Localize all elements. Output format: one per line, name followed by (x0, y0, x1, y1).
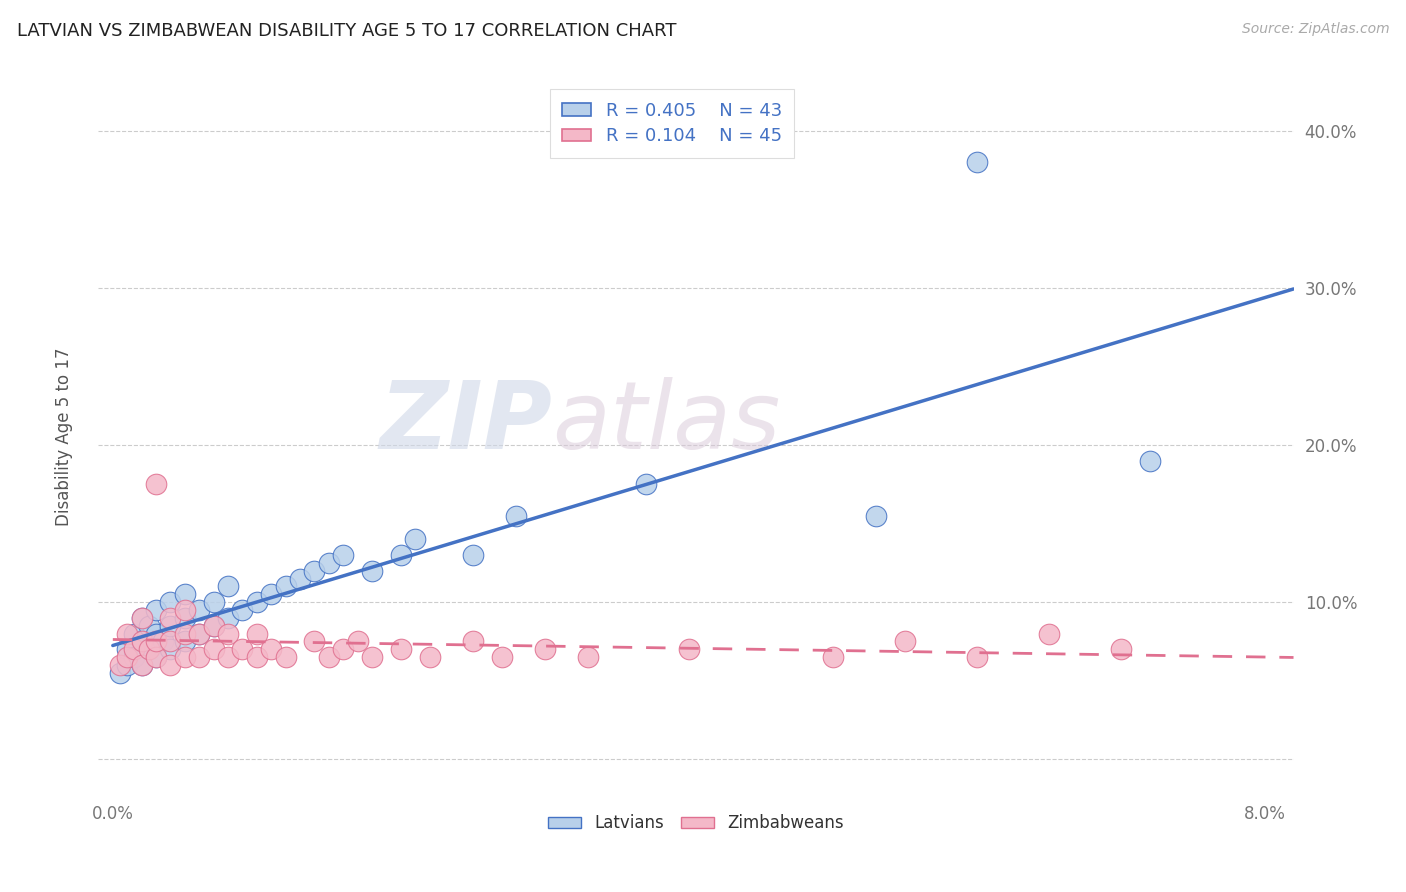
Point (173, 650, 195, 665)
Legend: Latvians, Zimbabweans: Latvians, Zimbabweans (541, 808, 851, 839)
Point (821, 650, 844, 665)
Text: ZIP: ZIP (380, 376, 553, 469)
Point (173, 587, 195, 601)
Point (966, 155, 988, 169)
Point (274, 579, 297, 593)
Point (173, 611, 195, 625)
Point (389, 642, 412, 657)
Point (274, 650, 297, 665)
Point (159, 611, 181, 625)
Point (231, 603, 253, 617)
Point (131, 611, 153, 625)
Point (202, 618, 225, 632)
Point (389, 548, 412, 562)
Point (188, 626, 211, 640)
Point (131, 658, 153, 673)
Point (217, 626, 239, 640)
Point (138, 642, 160, 657)
Text: atlas: atlas (553, 377, 780, 468)
Point (533, 642, 555, 657)
Point (419, 650, 441, 665)
Point (304, 564, 326, 578)
Point (260, 642, 283, 657)
Text: Source: ZipAtlas.com: Source: ZipAtlas.com (1241, 22, 1389, 37)
Point (131, 634, 153, 648)
Point (346, 634, 368, 648)
Point (865, 508, 887, 523)
Point (145, 477, 167, 491)
Point (145, 650, 167, 665)
Point (159, 634, 181, 648)
Point (576, 650, 599, 665)
Point (115, 650, 138, 665)
Point (217, 611, 239, 625)
Point (173, 634, 195, 648)
Point (202, 595, 225, 609)
Point (124, 626, 146, 640)
Point (1139, 453, 1161, 467)
Point (159, 595, 181, 609)
Point (145, 626, 167, 640)
Point (131, 611, 153, 625)
Point (231, 642, 253, 657)
Point (361, 564, 384, 578)
Point (404, 533, 426, 547)
Point (246, 595, 269, 609)
Point (318, 556, 340, 570)
Point (217, 650, 239, 665)
Point (124, 650, 146, 665)
Point (461, 548, 484, 562)
Point (145, 634, 167, 648)
Point (159, 642, 181, 657)
Point (332, 642, 354, 657)
Y-axis label: Disability Age 5 to 17: Disability Age 5 to 17 (55, 348, 73, 526)
Point (461, 634, 484, 648)
Point (505, 508, 527, 523)
Point (159, 658, 181, 673)
Point (217, 579, 239, 593)
Point (124, 642, 146, 657)
Point (131, 658, 153, 673)
Point (304, 634, 326, 648)
Point (152, 634, 174, 648)
Point (260, 587, 283, 601)
Point (246, 650, 269, 665)
Point (678, 642, 700, 657)
Point (1109, 642, 1132, 657)
Point (145, 650, 167, 665)
Text: LATVIAN VS ZIMBABWEAN DISABILITY AGE 5 TO 17 CORRELATION CHART: LATVIAN VS ZIMBABWEAN DISABILITY AGE 5 T… (17, 22, 676, 40)
Point (1038, 626, 1060, 640)
Point (115, 642, 138, 657)
Point (332, 548, 354, 562)
Point (159, 618, 181, 632)
Point (188, 603, 211, 617)
Point (138, 618, 160, 632)
Point (145, 603, 167, 617)
Point (115, 626, 138, 640)
Point (108, 658, 131, 673)
Point (173, 626, 195, 640)
Point (318, 650, 340, 665)
Point (202, 618, 225, 632)
Point (188, 626, 211, 640)
Point (966, 650, 988, 665)
Point (173, 603, 195, 617)
Point (188, 650, 211, 665)
Point (361, 650, 384, 665)
Point (246, 626, 269, 640)
Point (108, 665, 131, 680)
Point (634, 477, 657, 491)
Point (131, 634, 153, 648)
Point (491, 650, 513, 665)
Point (138, 642, 160, 657)
Point (288, 572, 311, 586)
Point (893, 634, 915, 648)
Point (202, 642, 225, 657)
Point (115, 658, 138, 673)
